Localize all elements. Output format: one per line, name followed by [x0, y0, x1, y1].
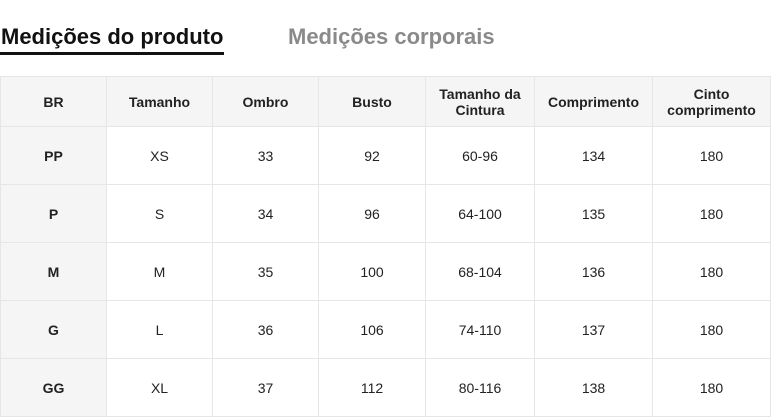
- cell-ombro: 33: [212, 126, 319, 185]
- tab-product-measurements[interactable]: Medições do produto: [0, 24, 225, 55]
- cell-br: PP: [0, 126, 107, 185]
- cell-comprimento: 137: [534, 300, 653, 359]
- cell-tamanho: M: [106, 242, 213, 301]
- tab-body-measurements[interactable]: Medições corporais: [288, 24, 495, 49]
- cell-tamanho: S: [106, 184, 213, 243]
- column-header-tamanho-cintura: Tamanho da Cintura: [425, 76, 535, 127]
- cell-tamanho-cintura: 60-96: [425, 126, 535, 185]
- table-row: GG XL 37 112 80-116 138 180: [0, 358, 771, 417]
- cell-busto: 92: [318, 126, 426, 185]
- cell-ombro: 35: [212, 242, 319, 301]
- column-header-ombro: Ombro: [212, 76, 319, 127]
- column-header-comprimento: Comprimento: [534, 76, 653, 127]
- cell-cinto-comprimento: 180: [652, 184, 771, 243]
- cell-tamanho: L: [106, 300, 213, 359]
- cell-ombro: 36: [212, 300, 319, 359]
- cell-tamanho: XS: [106, 126, 213, 185]
- cell-cinto-comprimento: 180: [652, 242, 771, 301]
- cell-cinto-comprimento: 180: [652, 300, 771, 359]
- cell-br: G: [0, 300, 107, 359]
- cell-tamanho-cintura: 68-104: [425, 242, 535, 301]
- cell-cinto-comprimento: 180: [652, 358, 771, 417]
- cell-ombro: 34: [212, 184, 319, 243]
- cell-ombro: 37: [212, 358, 319, 417]
- cell-busto: 112: [318, 358, 426, 417]
- cell-comprimento: 138: [534, 358, 653, 417]
- cell-tamanho-cintura: 64-100: [425, 184, 535, 243]
- column-header-busto: Busto: [318, 76, 426, 127]
- table-row: G L 36 106 74-110 137 180: [0, 300, 771, 359]
- table-row: PP XS 33 92 60-96 134 180: [0, 126, 771, 185]
- cell-tamanho-cintura: 80-116: [425, 358, 535, 417]
- cell-comprimento: 135: [534, 184, 653, 243]
- column-header-tamanho: Tamanho: [106, 76, 213, 127]
- table-row: P S 34 96 64-100 135 180: [0, 184, 771, 243]
- cell-busto: 106: [318, 300, 426, 359]
- column-header-br: BR: [0, 76, 107, 127]
- cell-busto: 100: [318, 242, 426, 301]
- cell-cinto-comprimento: 180: [652, 126, 771, 185]
- cell-comprimento: 134: [534, 126, 653, 185]
- column-header-cinto-comprimento: Cinto comprimento: [652, 76, 771, 127]
- cell-tamanho: XL: [106, 358, 213, 417]
- size-chart-table: BR Tamanho Ombro Busto Tamanho da Cintura Com…: [0, 76, 771, 417]
- cell-br: GG: [0, 358, 107, 417]
- table-header-row: BR Tamanho Ombro Busto Tamanho da Cintura Com…: [0, 76, 771, 127]
- cell-br: P: [0, 184, 107, 243]
- cell-comprimento: 136: [534, 242, 653, 301]
- table-row: M M 35 100 68-104 136 180: [0, 242, 771, 301]
- cell-busto: 96: [318, 184, 426, 243]
- cell-tamanho-cintura: 74-110: [425, 300, 535, 359]
- cell-br: M: [0, 242, 107, 301]
